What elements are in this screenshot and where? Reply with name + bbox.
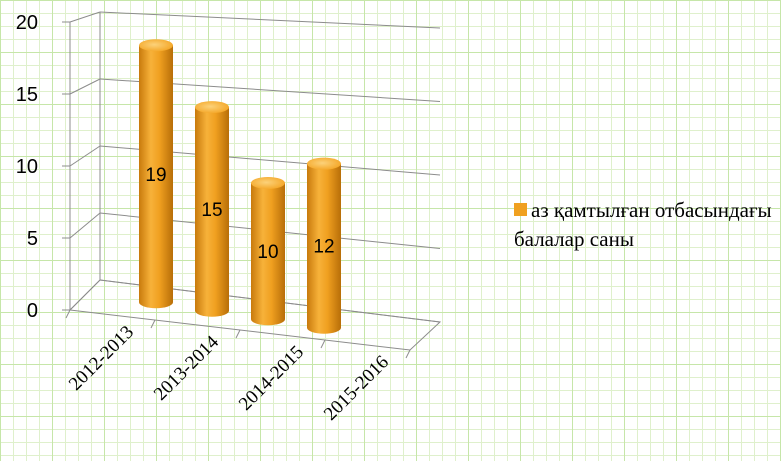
y-tick-label: 20 <box>16 12 38 34</box>
gridline-side <box>69 212 101 239</box>
x-tick-label: 2014-2015 <box>235 342 308 415</box>
legend: аз қамтылған отбасындағы балалар саны <box>514 196 774 254</box>
y-axis-ticks: 0 5 10 15 20 <box>16 12 38 322</box>
bar-cap <box>139 39 173 52</box>
y-tick-label: 0 <box>27 300 38 322</box>
bar <box>307 157 341 334</box>
gridline <box>99 11 441 29</box>
bar <box>251 177 285 326</box>
bars: 19 15 10 12 <box>139 39 341 334</box>
y-tick-label: 5 <box>27 228 38 250</box>
gridline-side <box>69 11 101 23</box>
bar <box>139 39 173 309</box>
axes <box>62 12 442 359</box>
data-label: 15 <box>201 200 222 221</box>
bar-cap <box>195 101 229 114</box>
bar-cap <box>307 157 341 170</box>
bar-body <box>251 183 285 326</box>
x-axis-ticks: 2012-2013 2013-2014 2014-2015 2015-2016 <box>65 322 393 425</box>
x-tick-label: 2015-2016 <box>320 352 393 425</box>
bar-body <box>195 107 229 317</box>
x-tick-mark <box>65 309 71 319</box>
floor <box>68 279 442 351</box>
x-tick-mark <box>405 349 411 359</box>
data-label: 19 <box>145 165 166 186</box>
gridline-side <box>69 145 101 167</box>
bar-body <box>307 163 341 334</box>
gridline-side <box>69 78 101 95</box>
x-tick-label: 2013-2014 <box>150 331 223 404</box>
x-tick-label: 2012-2013 <box>65 322 138 395</box>
bar-cap <box>251 177 285 189</box>
legend-swatch <box>514 203 527 216</box>
y-tick-label: 10 <box>16 156 38 178</box>
x-tick-mark <box>320 339 326 349</box>
bar-body <box>139 45 173 309</box>
data-label: 10 <box>257 242 278 263</box>
legend-label: аз қамтылған отбасындағы балалар саны <box>514 198 772 251</box>
x-tick-mark <box>235 329 241 339</box>
y-tick-label: 15 <box>16 84 38 106</box>
data-label: 12 <box>313 237 334 258</box>
x-tick-mark <box>150 319 156 329</box>
bar <box>195 101 229 317</box>
